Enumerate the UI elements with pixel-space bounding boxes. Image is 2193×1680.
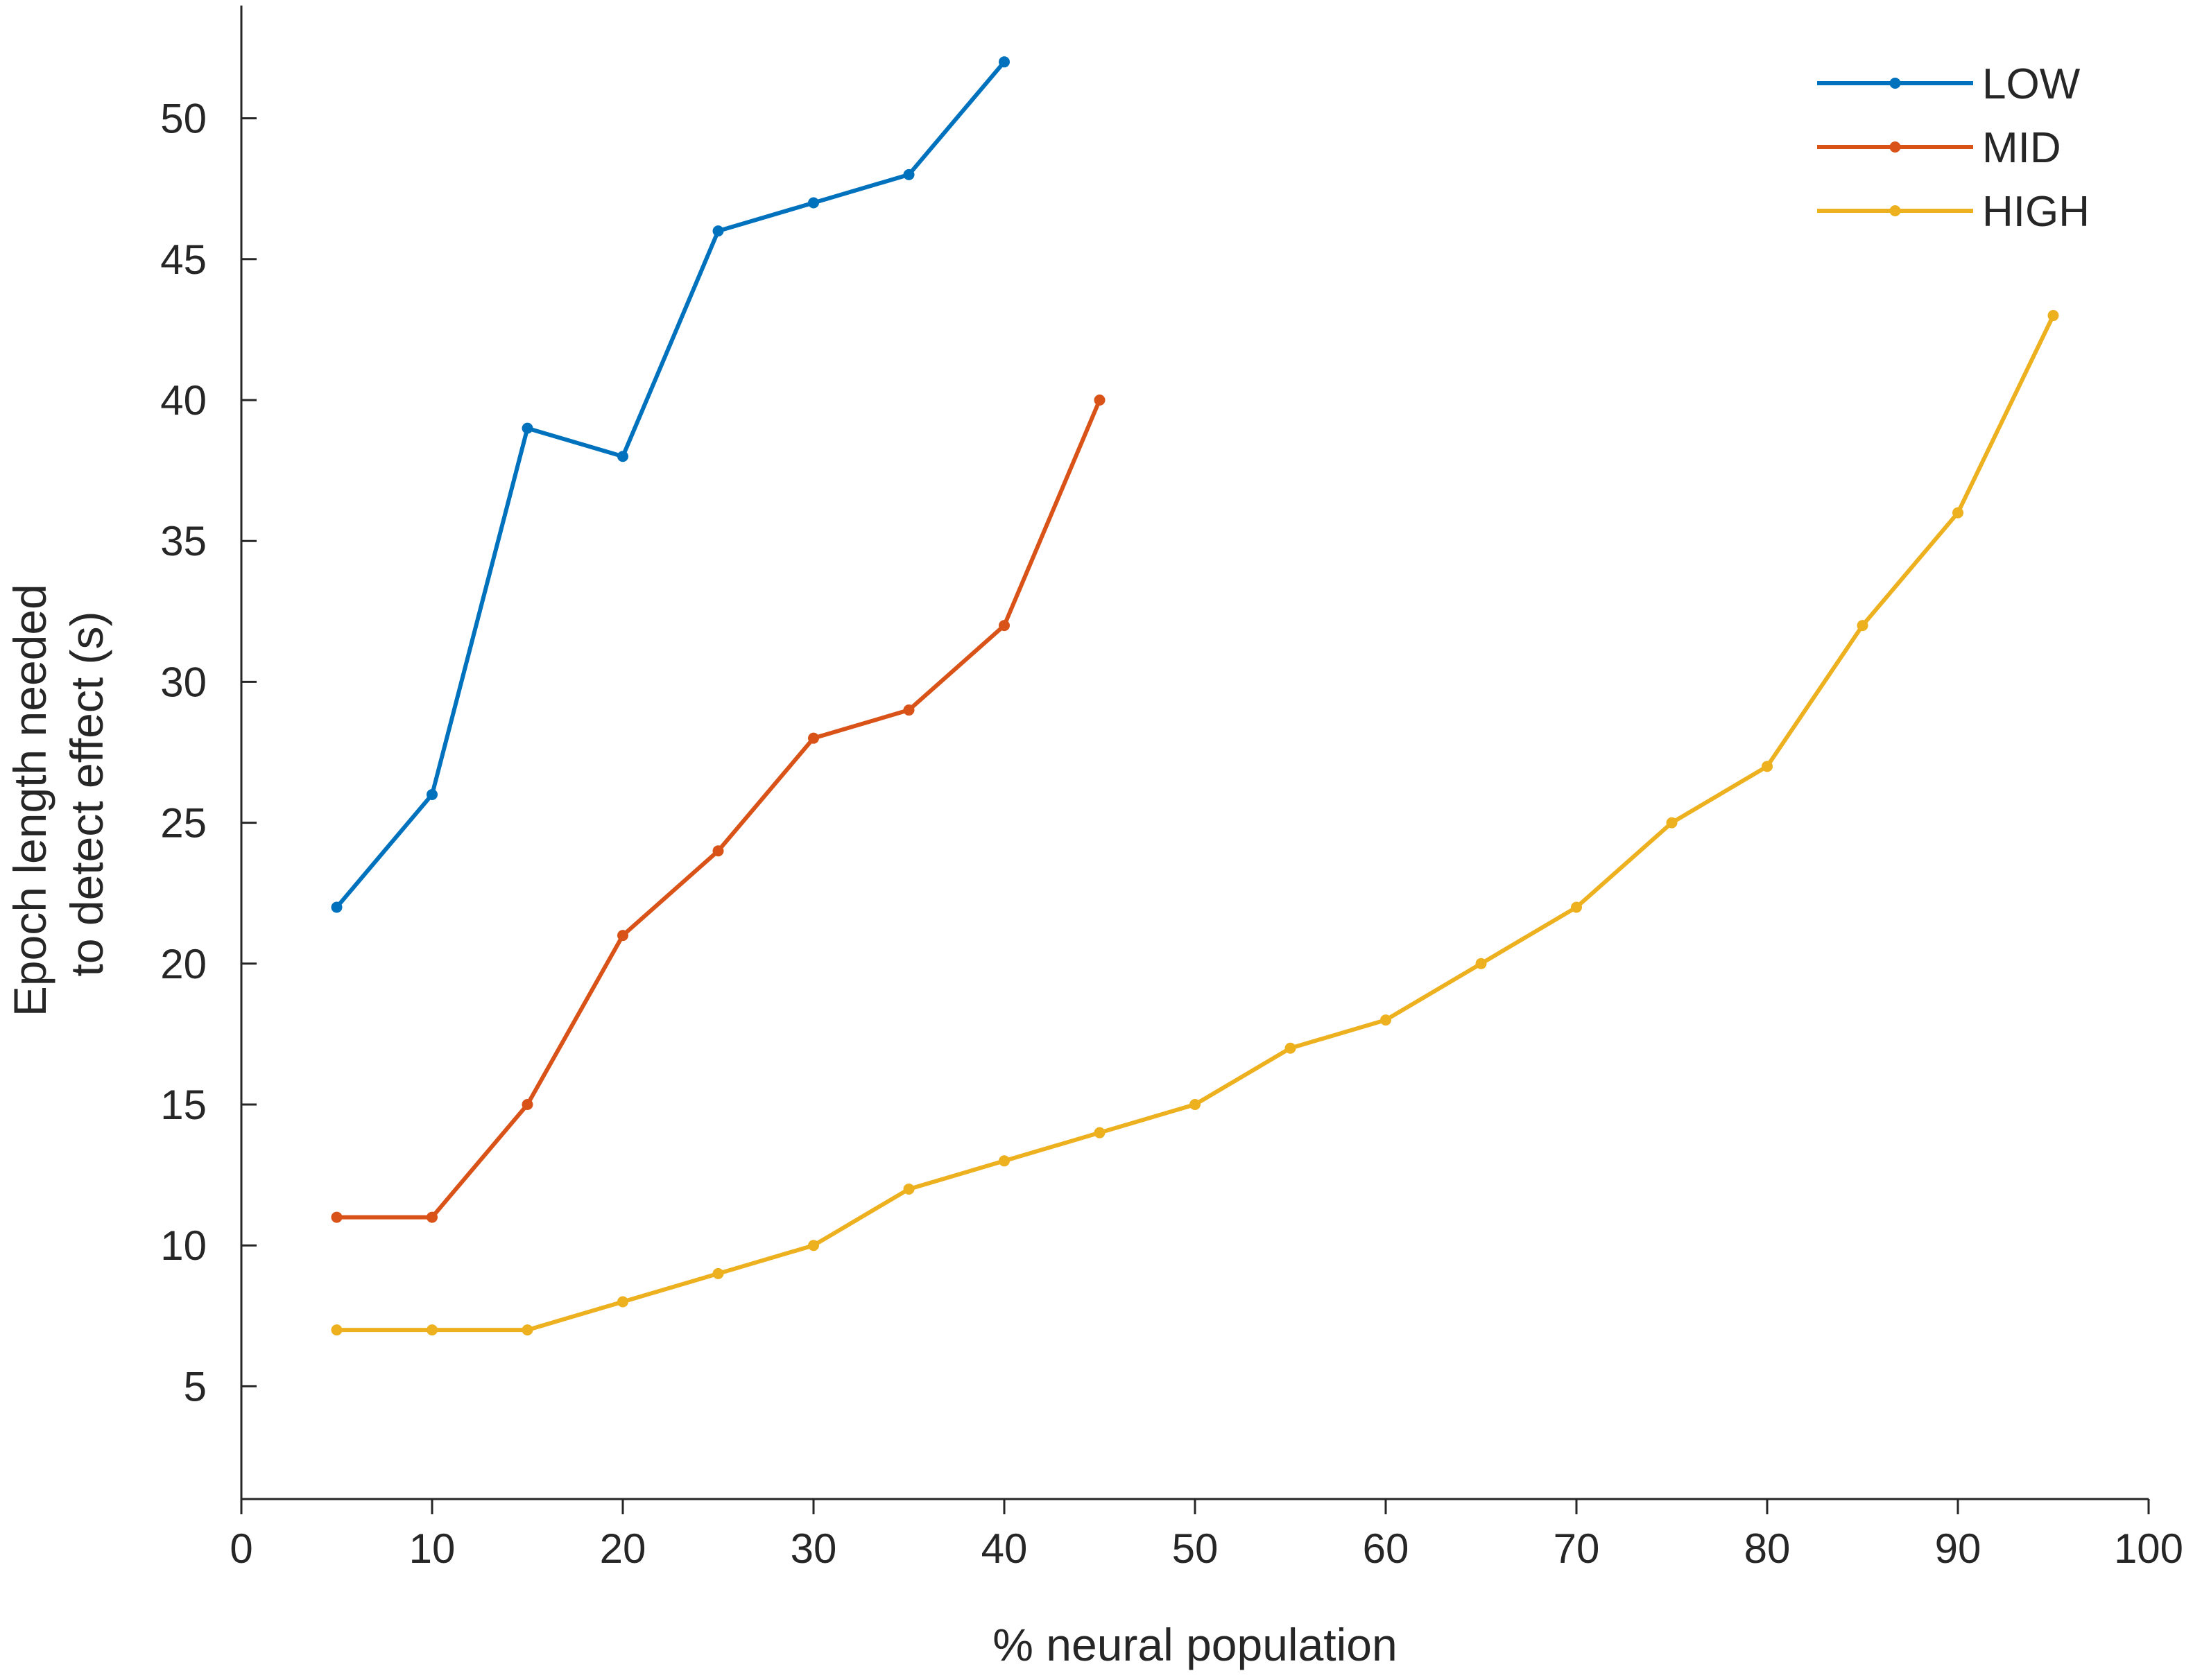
legend-swatch-marker bbox=[1889, 205, 1901, 216]
legend-item-mid: MID bbox=[1817, 124, 2061, 172]
x-tick-label: 60 bbox=[1363, 1525, 1409, 1572]
legend-label: LOW bbox=[1982, 60, 2081, 108]
data-point bbox=[903, 1183, 915, 1195]
x-tick-label: 70 bbox=[1554, 1525, 1600, 1572]
series-high bbox=[331, 310, 2059, 1336]
data-point bbox=[999, 56, 1010, 68]
data-point bbox=[712, 845, 724, 857]
legend-label: MID bbox=[1982, 124, 2061, 172]
data-point bbox=[427, 788, 438, 800]
x-tick-label: 40 bbox=[981, 1525, 1028, 1572]
data-point bbox=[427, 1324, 438, 1336]
y-tick-label: 40 bbox=[160, 377, 207, 424]
data-point bbox=[1857, 620, 1868, 632]
data-point bbox=[903, 168, 915, 180]
y-tick-label: 25 bbox=[160, 800, 207, 847]
legend-item-high: HIGH bbox=[1817, 188, 2090, 236]
x-tick-label: 0 bbox=[230, 1525, 252, 1572]
data-point bbox=[331, 1211, 343, 1223]
data-point bbox=[999, 1155, 1010, 1167]
series-mid bbox=[331, 394, 1106, 1223]
y-tick-label: 5 bbox=[184, 1363, 207, 1410]
series-line-low bbox=[334, 60, 1006, 910]
y-tick-label: 45 bbox=[160, 236, 207, 283]
data-point bbox=[522, 1099, 533, 1111]
data-point bbox=[999, 620, 1010, 632]
data-point bbox=[1571, 901, 1582, 913]
x-axis-label: % neural population bbox=[992, 1619, 1397, 1670]
legend-swatch-marker bbox=[1889, 141, 1901, 153]
x-tick-label: 80 bbox=[1744, 1525, 1791, 1572]
data-point bbox=[1380, 1014, 1391, 1026]
x-tick-label: 30 bbox=[791, 1525, 837, 1572]
data-point bbox=[2047, 310, 2059, 322]
series-low bbox=[331, 56, 1010, 913]
series-line-mid bbox=[334, 397, 1102, 1220]
data-point bbox=[808, 732, 819, 744]
plot-series bbox=[331, 56, 2059, 1336]
data-point bbox=[522, 1324, 533, 1336]
data-point bbox=[903, 704, 915, 716]
data-point bbox=[617, 930, 628, 942]
y-tick-label: 20 bbox=[160, 941, 207, 987]
axes bbox=[240, 6, 2149, 1500]
legend-label: HIGH bbox=[1982, 188, 2090, 236]
data-point bbox=[712, 225, 724, 237]
data-point bbox=[331, 1324, 343, 1336]
x-tick-label: 10 bbox=[409, 1525, 456, 1572]
legend-item-low: LOW bbox=[1817, 60, 2081, 108]
legend: LOW MID HIGH bbox=[1817, 60, 2090, 236]
data-point bbox=[1094, 1127, 1106, 1138]
y-axis-ticks: 5 10 15 20 25 30 35 40 45 50 bbox=[160, 96, 257, 1410]
data-point bbox=[617, 1296, 628, 1308]
data-point bbox=[1094, 394, 1106, 406]
data-point bbox=[1284, 1042, 1296, 1054]
data-point bbox=[712, 1267, 724, 1279]
y-tick-label: 35 bbox=[160, 518, 207, 564]
x-tick-label: 90 bbox=[1935, 1525, 1981, 1572]
data-point bbox=[1952, 507, 1963, 519]
x-tick-label: 50 bbox=[1172, 1525, 1219, 1572]
y-axis-label-line-2: to detect effect (s) bbox=[61, 611, 112, 976]
data-point bbox=[808, 197, 819, 209]
data-point bbox=[331, 901, 343, 913]
data-point bbox=[808, 1240, 819, 1252]
legend-swatch-marker bbox=[1889, 78, 1901, 89]
data-point bbox=[1475, 958, 1487, 969]
y-axis-label-line-1: Epoch length needed bbox=[4, 584, 55, 1016]
y-tick-label: 15 bbox=[160, 1082, 207, 1128]
data-point bbox=[427, 1211, 438, 1223]
data-point bbox=[1666, 817, 1678, 829]
x-tick-label: 20 bbox=[600, 1525, 646, 1572]
x-tick-label: 100 bbox=[2114, 1525, 2183, 1572]
data-point bbox=[1762, 761, 1773, 772]
y-tick-label: 10 bbox=[160, 1222, 207, 1269]
y-axis-label: Epoch length needed to detect effect (s) bbox=[4, 571, 112, 1016]
series-line-high bbox=[334, 313, 2056, 1333]
y-tick-label: 30 bbox=[160, 659, 207, 705]
data-point bbox=[617, 451, 628, 462]
y-tick-label: 50 bbox=[160, 96, 207, 142]
data-point bbox=[522, 422, 533, 434]
data-point bbox=[1189, 1099, 1201, 1111]
x-axis-ticks: 0 10 20 30 40 50 60 70 80 90 100 bbox=[230, 1499, 2183, 1572]
